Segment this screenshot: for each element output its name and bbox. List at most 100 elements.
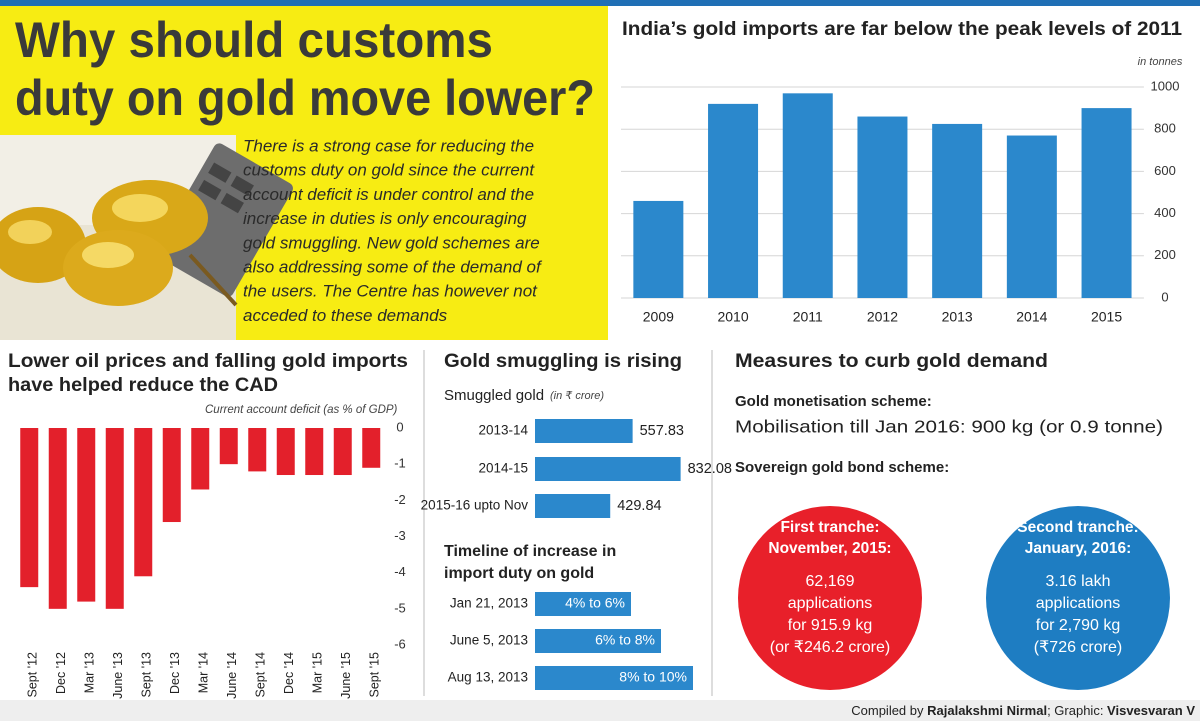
description-line: also addressing some of the demand of xyxy=(243,257,543,276)
timeline-bar xyxy=(535,666,693,690)
timeline-title: Timeline of increase in xyxy=(444,543,616,560)
bar xyxy=(535,494,611,518)
x-tick-label: June '14 xyxy=(225,652,239,699)
category-label: 2015-16 upto Nov xyxy=(421,498,529,513)
credit-text: ; Graphic: xyxy=(1047,703,1107,718)
y-tick-label: -2 xyxy=(394,492,406,507)
y-tick-label: -6 xyxy=(394,636,406,651)
description-line: There is a strong case for reducing the xyxy=(243,136,534,155)
tranche-heading: First tranche: xyxy=(780,519,879,536)
footer-band xyxy=(0,700,1200,721)
timeline-change: 4% to 6% xyxy=(565,595,625,611)
tranche-circle xyxy=(986,506,1170,690)
bar xyxy=(162,428,181,523)
y-tick-label: 600 xyxy=(1154,163,1176,178)
timeline-title: import duty on gold xyxy=(444,565,594,582)
timeline-date: June 5, 2013 xyxy=(450,633,528,648)
timeline-bar xyxy=(535,629,661,653)
scheme-heading: Gold monetisation scheme: xyxy=(735,393,932,410)
x-tick-label: Sept '13 xyxy=(140,652,154,698)
x-tick-label: 2011 xyxy=(793,309,823,325)
tranche-text: (₹726 crore) xyxy=(1034,639,1122,656)
bar xyxy=(191,428,210,490)
bar xyxy=(20,428,39,588)
main-title: duty on gold move lower? xyxy=(15,70,595,126)
gold-photo xyxy=(0,135,293,340)
bar xyxy=(248,428,267,472)
description-line: account deficit is under control and the xyxy=(243,185,534,204)
x-tick-label: 2013 xyxy=(942,309,973,325)
value-label: 429.84 xyxy=(617,498,661,514)
bar xyxy=(1006,135,1057,298)
measures-title: Measures to curb gold demand xyxy=(735,351,1048,372)
y-tick-label: -4 xyxy=(394,564,406,579)
chart-subtitle: Current account deficit (as % of GDP) xyxy=(205,404,398,416)
tranche-text: for 2,790 kg xyxy=(1036,617,1121,634)
x-tick-label: Sept '15 xyxy=(368,652,382,698)
y-tick-label: -1 xyxy=(394,456,406,471)
calculator xyxy=(154,143,293,297)
timeline-date: Jan 21, 2013 xyxy=(450,596,528,611)
chart-title: India’s gold imports are far below the p… xyxy=(622,19,1182,40)
bar xyxy=(535,457,681,481)
timeline-change: 6% to 8% xyxy=(595,632,655,648)
main-title: Why should customs xyxy=(15,12,493,68)
timeline-change: 8% to 10% xyxy=(619,669,687,685)
credit-text: Compiled by xyxy=(851,703,927,718)
y-tick-label: -3 xyxy=(394,528,406,543)
x-tick-label: 2012 xyxy=(867,309,898,325)
tranche-heading: November, 2015: xyxy=(768,540,891,557)
category-label: 2013-14 xyxy=(478,423,528,438)
y-tick-label: 800 xyxy=(1154,121,1176,136)
x-tick-label: 2009 xyxy=(643,309,674,325)
bar xyxy=(782,93,833,298)
bar xyxy=(134,428,153,577)
bar xyxy=(276,428,295,476)
description-line: increase in duties is only encouraging xyxy=(243,209,527,228)
bar xyxy=(362,428,381,468)
value-label: 557.83 xyxy=(640,423,684,439)
bar xyxy=(333,428,352,476)
x-tick-label: Dec '12 xyxy=(54,652,68,694)
bar xyxy=(48,428,67,609)
description-line: acceded to these demands xyxy=(243,306,448,325)
unit-label: in tonnes xyxy=(1138,56,1183,68)
x-tick-label: June '13 xyxy=(111,652,125,699)
tranche-text: applications xyxy=(1036,595,1121,612)
scheme-text: Mobilisation till Jan 2016: 900 kg (or 0… xyxy=(735,417,1163,437)
pen xyxy=(188,253,238,307)
y-tick-label: 0 xyxy=(1161,289,1168,304)
egg-shine xyxy=(8,220,52,244)
bar xyxy=(535,419,633,443)
value-label: 832.08 xyxy=(688,461,732,477)
description-line: gold smuggling. New gold schemes are xyxy=(243,233,540,252)
egg-shine xyxy=(82,242,134,268)
description-line: customs duty on gold since the current xyxy=(243,161,535,180)
tranche-text: for 915.9 kg xyxy=(788,617,873,634)
bar xyxy=(633,200,684,298)
tranche-heading: January, 2016: xyxy=(1025,540,1132,557)
x-tick-label: June '15 xyxy=(339,652,353,699)
x-tick-label: Mar '13 xyxy=(83,652,97,693)
gold-egg xyxy=(63,230,173,306)
tranche-text: 3.16 lakh xyxy=(1046,573,1111,590)
x-tick-label: Dec '13 xyxy=(168,652,182,694)
bar xyxy=(932,123,983,298)
x-tick-label: Sept '14 xyxy=(254,652,268,698)
bar xyxy=(708,103,759,298)
x-tick-label: Mar '15 xyxy=(311,652,325,693)
y-tick-label: 1000 xyxy=(1151,78,1180,93)
chart-title: Gold smuggling is rising xyxy=(444,351,682,372)
y-tick-label: 200 xyxy=(1154,247,1176,262)
tranche-heading: Second tranche: xyxy=(1017,519,1138,536)
credit-name: Rajalakshmi Nirmal xyxy=(927,703,1047,718)
x-tick-label: Dec '14 xyxy=(282,652,296,694)
chart-title: Lower oil prices and falling gold import… xyxy=(8,351,408,372)
y-tick-label: -5 xyxy=(394,600,406,615)
description-line: the users. The Centre has however not xyxy=(243,282,538,301)
egg-shine xyxy=(112,194,168,222)
tranche-text: (or ₹246.2 crore) xyxy=(770,639,890,656)
timeline-date: Aug 13, 2013 xyxy=(448,670,528,685)
